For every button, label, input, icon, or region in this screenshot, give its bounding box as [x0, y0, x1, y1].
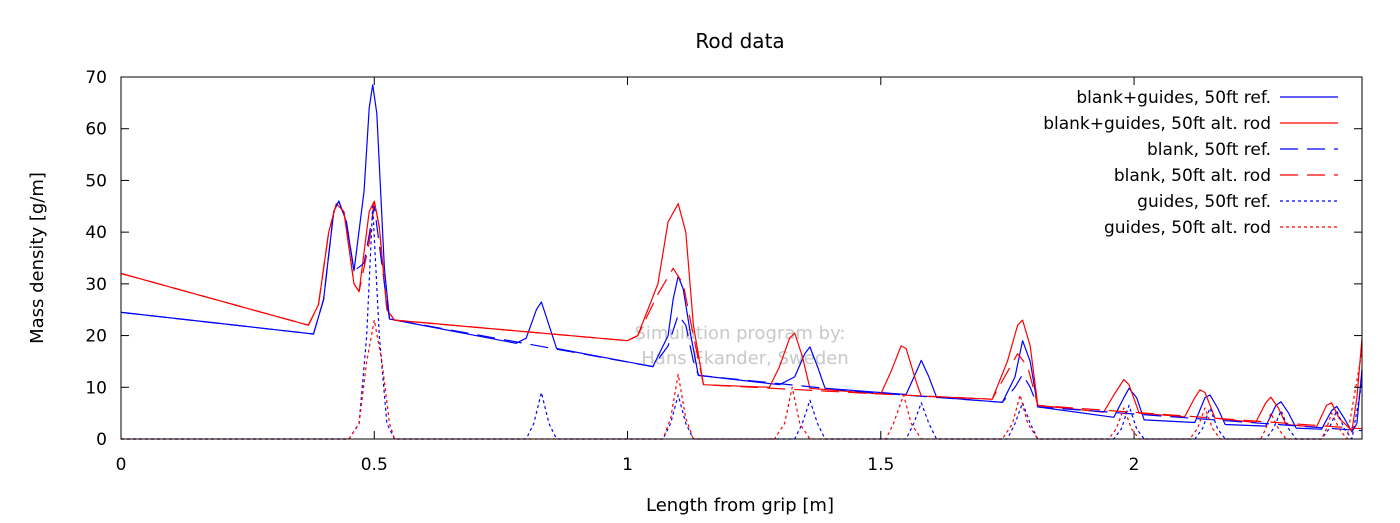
- legend-label: blank, 50ft alt. rod: [1114, 166, 1271, 186]
- y-tick-label: 70: [85, 68, 107, 88]
- y-tick-label: 20: [85, 327, 107, 347]
- y-tick-label: 40: [85, 223, 107, 243]
- watermark-line-1: Simulation program by:: [635, 323, 846, 344]
- watermark-line-2: Hans Ekander, Sweden: [641, 348, 848, 369]
- legend-label: blank, 50ft ref.: [1147, 140, 1271, 160]
- y-tick-label: 50: [85, 171, 107, 191]
- legend-label: guides, 50ft ref.: [1137, 192, 1271, 212]
- series-layer: [120, 84, 1363, 440]
- y-tick-label: 60: [85, 120, 107, 140]
- plot-frame: [120, 76, 1363, 440]
- series-line-2: [120, 200, 1363, 432]
- series-line-3: [120, 200, 1363, 432]
- legend-label: blank+guides, 50ft ref.: [1076, 88, 1271, 108]
- y-axis-title: Mass density [g/m]: [27, 172, 48, 344]
- series-line-4: [120, 200, 1363, 430]
- x-tick-label: 1: [622, 455, 633, 475]
- y-tick-label: 10: [85, 378, 107, 398]
- watermark: Simulation program by: Hans Ekander, Swe…: [635, 323, 849, 369]
- x-tick-label: 1.5: [867, 455, 894, 475]
- series-line-1: [120, 84, 1363, 433]
- legend: blank+guides, 50ft ref. blank+guides, 50f…: [1043, 88, 1338, 238]
- series-line-5: [121, 205, 1363, 440]
- x-tick-label: 2: [1129, 455, 1140, 475]
- legend-label: blank+guides, 50ft alt. rod: [1043, 114, 1271, 134]
- chart-title: Rod data: [695, 29, 784, 53]
- x-tick-label: 0.5: [361, 455, 388, 475]
- y-tick-label: 30: [85, 275, 107, 295]
- y-tick-label: 0: [96, 430, 107, 450]
- legend-label: guides, 50ft alt. rod: [1104, 218, 1271, 238]
- x-tick-label: 0: [116, 455, 127, 475]
- x-axis-title: Length from grip [m]: [646, 495, 834, 516]
